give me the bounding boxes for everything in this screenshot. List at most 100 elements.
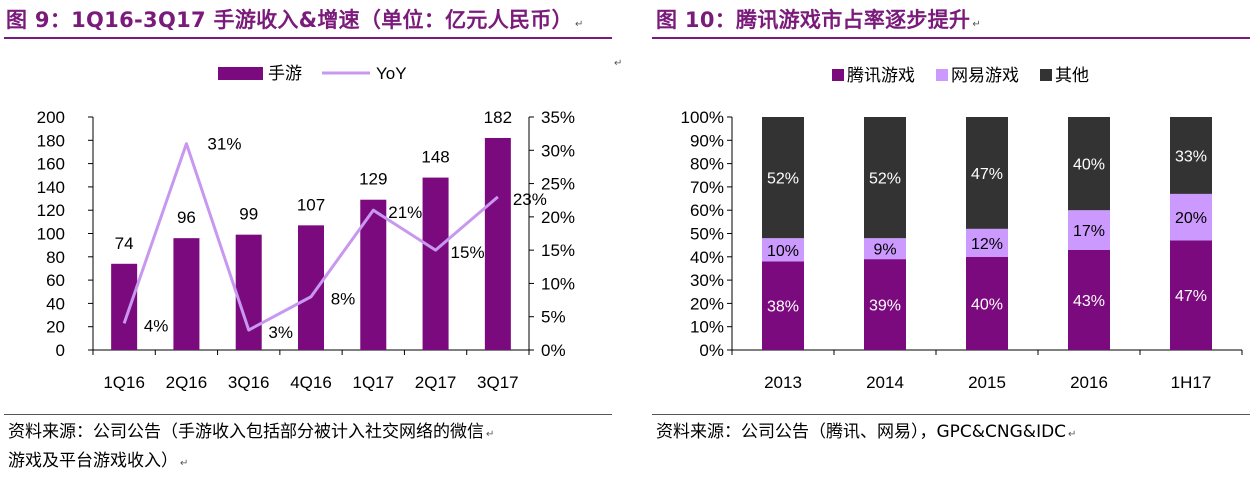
bar-value-label: 74 (115, 234, 134, 253)
y-tick-label: 60 (46, 271, 65, 290)
x-tick-label: 2014 (866, 373, 904, 392)
line-value-label: 15% (451, 243, 485, 262)
y2-tick-label: 15% (541, 241, 575, 260)
y-tick-label: 20 (46, 318, 65, 337)
chart-title-mobile-games: 图 9：1Q16-3Q17 手游收入&增速（单位：亿元人民币） ↵ (6, 4, 584, 34)
y-tick-label: 180 (37, 131, 65, 150)
bar-revenue (484, 137, 511, 350)
x-tick-label: 2Q16 (166, 373, 208, 392)
legend-label: 手游 (268, 64, 302, 83)
segment-value-label: 20% (1175, 210, 1207, 227)
segment-value-label: 40% (1073, 157, 1105, 174)
return-mark: ↵ (614, 58, 623, 69)
source-line: 资料来源：公司公告（手游收入包括部分被计入社交网络的微信 (8, 422, 484, 442)
y-tick-label: 100 (37, 225, 65, 244)
bar-value-label: 148 (421, 148, 449, 167)
x-tick-label: 4Q16 (290, 373, 332, 392)
y2-tick-label: 10% (541, 274, 575, 293)
mobile-games-revenue-chart: 0 20 40 60 80 100 120 140 160 180 200 0% 5% 10% 15% 20%… (37, 64, 575, 392)
y2-tick-label: 0% (541, 341, 566, 360)
legend-swatch-revenue (218, 67, 263, 80)
chart-title-text: 图 9：1Q16-3Q17 手游收入&增速（单位：亿元人民币） (6, 8, 573, 32)
bar-revenue (235, 234, 262, 350)
y-tick-label: 10% (690, 318, 724, 337)
y-tick-label: 200 (37, 108, 65, 127)
x-tick-label: 1H17 (1171, 373, 1212, 392)
legend-swatch (1040, 69, 1052, 81)
source-rule (652, 414, 1250, 415)
source-note-left: 资料来源：公司公告（手游收入包括部分被计入社交网络的微信 ↵ 游戏及平台游戏收入）… (8, 419, 494, 477)
y2-tick-label: 25% (541, 175, 575, 194)
bar-value-label: 129 (359, 170, 387, 189)
y-tick-label: 30% (690, 271, 724, 290)
stacked-bar-segment (1068, 210, 1110, 250)
bar-revenue (173, 238, 200, 350)
return-mark: ↵ (574, 19, 584, 30)
source-note-right: 资料来源：公司公告（腾讯、网易），GPC&CNG&IDC ↵ (656, 419, 1076, 448)
return-mark: ↵ (972, 19, 982, 30)
x-tick-label: 2016 (1070, 373, 1108, 392)
x-tick-label: 2Q17 (415, 373, 457, 392)
y-tick-label: 120 (37, 201, 65, 220)
bar-revenue (422, 177, 449, 350)
y2-tick-label: 30% (541, 141, 575, 160)
y-tick-label: 160 (37, 155, 65, 174)
line-value-label: 3% (268, 323, 293, 342)
legend-label: 其他 (1055, 66, 1089, 85)
stacked-bar-segment (1170, 240, 1212, 350)
stacked-bar-segment (1170, 117, 1212, 194)
segment-value-label: 47% (1175, 288, 1207, 305)
segment-value-label: 52% (869, 171, 901, 188)
return-mark: ↵ (180, 458, 189, 469)
segment-value-label: 38% (767, 299, 799, 316)
segment-value-label: 40% (971, 296, 1003, 313)
x-tick-label: 2013 (764, 373, 802, 392)
x-tick-label: 1Q17 (352, 373, 394, 392)
bar-revenue (298, 225, 324, 350)
y-tick-label: 60% (690, 201, 724, 220)
stacked-bar-segment (762, 238, 804, 262)
source-line: 资料来源：公司公告（腾讯、网易），GPC&CNG&IDC (656, 422, 1067, 442)
stacked-bar-segment (762, 117, 804, 239)
y-tick-label: 80 (46, 248, 65, 267)
line-value-label: 31% (207, 135, 241, 154)
y-tick-label: 80% (690, 155, 724, 174)
segment-value-label: 17% (1073, 223, 1105, 240)
y-tick-label: 100% (681, 108, 724, 127)
title-rule (4, 37, 612, 39)
title-rule (652, 37, 1250, 39)
legend-label: 腾讯游戏 (847, 66, 915, 85)
segment-value-label: 39% (869, 298, 901, 315)
y-tick-label: 40% (690, 248, 724, 267)
game-market-share-chart: 0% 10% 20% 30% 40% 50% 60% 70% 80% 90% 100% 2013 201… (681, 66, 1243, 392)
line-yoy (122, 142, 499, 332)
stacked-bar-segment (864, 259, 906, 350)
source-line: 游戏及平台游戏收入） (8, 451, 178, 471)
line-value-label: 4% (144, 316, 169, 335)
x-tick-label: 2015 (968, 373, 1006, 392)
stacked-bar-segment (966, 117, 1008, 229)
y-tick-label: 50% (690, 225, 724, 244)
segment-value-label: 9% (873, 242, 896, 259)
bar-revenue (111, 263, 138, 350)
x-tick-label: 3Q16 (228, 373, 270, 392)
y2-tick-label: 5% (541, 308, 566, 327)
y-tick-label: 90% (690, 131, 724, 150)
y-tick-label: 20% (690, 294, 724, 313)
x-tick-label: 3Q17 (477, 373, 519, 392)
bar-value-label: 182 (484, 108, 512, 127)
y2-tick-label: 35% (541, 108, 575, 127)
segment-value-label: 12% (971, 236, 1003, 253)
line-value-label: 8% (331, 290, 356, 309)
line-value-label: 21% (388, 203, 422, 222)
return-mark: ↵ (1068, 429, 1077, 440)
stacked-bar-segment (1068, 249, 1110, 350)
segment-value-label: 52% (767, 171, 799, 188)
y-tick-label: 70% (690, 178, 724, 197)
legend-swatch (832, 69, 844, 81)
x-tick-label: 1Q16 (103, 373, 145, 392)
source-rule (4, 414, 612, 415)
legend-label: 网易游戏 (951, 66, 1019, 85)
stacked-bar-segment (1068, 117, 1110, 211)
bar-value-label: 96 (177, 208, 196, 227)
